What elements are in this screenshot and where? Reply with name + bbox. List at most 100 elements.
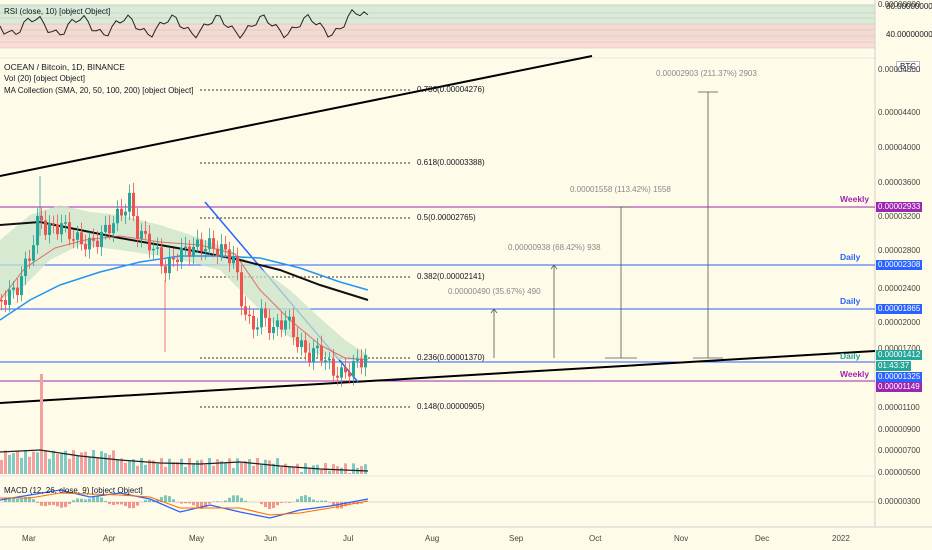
- volume-bar: [240, 462, 243, 474]
- time-axis-tick: Jul: [343, 534, 354, 543]
- volume-bar: [64, 450, 67, 474]
- macd-bar: [164, 495, 167, 502]
- volume-bar: [260, 464, 263, 474]
- candle-body: [360, 358, 363, 368]
- candle-body: [320, 345, 323, 361]
- volume-bar: [4, 450, 7, 474]
- fib-label: 0.382(0.00002141): [417, 272, 485, 281]
- volume-bar: [248, 459, 251, 474]
- upper-trendline[interactable]: [0, 55, 593, 177]
- volume-bar: [148, 459, 151, 474]
- macd-bar: [244, 500, 247, 502]
- macd-bar: [280, 502, 283, 503]
- macd-bar: [52, 502, 55, 505]
- macd-bar: [216, 501, 219, 502]
- candle-body: [60, 223, 63, 235]
- volume-bar: [232, 467, 235, 474]
- fib-label: 0.148(0.00000905): [417, 402, 485, 411]
- candle-body: [216, 248, 219, 256]
- volume-bar: [72, 450, 75, 474]
- time-axis-tick: Sep: [509, 534, 524, 543]
- volume-bar: [364, 464, 367, 474]
- volume-bar: [92, 450, 95, 474]
- price-axis-tick: 0.00001700: [878, 344, 921, 353]
- macd-bar: [72, 500, 75, 502]
- time-axis-tick: May: [189, 534, 205, 543]
- candle-body: [20, 276, 23, 296]
- volume-bar: [176, 461, 179, 474]
- volume-bar: [128, 461, 131, 474]
- time-axis-tick: Aug: [425, 534, 440, 543]
- volume-bar: [168, 458, 171, 474]
- volume-bar: [224, 462, 227, 474]
- candle-body: [80, 232, 83, 245]
- candle-body: [4, 300, 7, 305]
- candle-body: [308, 352, 311, 362]
- macd-bar: [272, 502, 275, 508]
- candle-body: [172, 257, 175, 260]
- sma-100-line: [0, 255, 369, 321]
- volume-bar: [28, 456, 31, 474]
- volume-bar: [212, 465, 215, 474]
- volume-bar: [236, 458, 239, 474]
- volume-bar: [40, 374, 43, 474]
- rsi-axis-label: 80.00000000: [886, 2, 932, 11]
- volume-bar: [272, 463, 275, 474]
- candle-body: [104, 224, 107, 233]
- candle-body: [220, 244, 223, 256]
- macd-bar: [240, 497, 243, 502]
- price-axis-tick: 0.00001100: [878, 403, 920, 412]
- candle-body: [356, 358, 359, 361]
- macd-bar: [148, 499, 151, 502]
- fib-label: 0.236(0.00001370): [417, 353, 485, 362]
- candle-body: [40, 215, 43, 221]
- candle-body: [0, 300, 3, 302]
- volume-bar: [352, 463, 355, 474]
- macd-bar: [276, 502, 279, 506]
- volume-bar: [184, 466, 187, 474]
- macd-line: [0, 489, 369, 519]
- macd-bar: [160, 497, 163, 502]
- candle-body: [268, 317, 271, 333]
- candle-body: [304, 340, 307, 353]
- price-axis-tick: 0.00000700: [878, 446, 921, 455]
- candle-body: [184, 246, 187, 249]
- macd-bar: [260, 502, 263, 505]
- volume-bar: [328, 470, 331, 474]
- time-axis-tick: Mar: [22, 534, 36, 543]
- macd-bar: [200, 502, 203, 509]
- volume-bar: [124, 462, 127, 474]
- volume-bar: [256, 458, 259, 474]
- candle-body: [256, 327, 259, 330]
- volume-bar: [88, 456, 91, 474]
- macd-bar: [104, 501, 107, 502]
- volume-bar: [52, 450, 55, 474]
- macd-bar: [224, 500, 227, 502]
- candle-body: [224, 244, 227, 250]
- macd-bar: [88, 498, 91, 502]
- candle-body: [208, 238, 211, 249]
- candle-body: [32, 245, 35, 261]
- candle-body: [156, 247, 159, 249]
- macd-bar: [196, 502, 199, 508]
- candle-body: [188, 246, 191, 257]
- volume-bar: [300, 471, 303, 474]
- volume-bar: [180, 458, 183, 474]
- lower-trendline[interactable]: [0, 350, 876, 404]
- candle-body: [44, 220, 47, 235]
- macd-bar: [32, 499, 35, 502]
- time-axis-tick: 2022: [832, 534, 850, 543]
- candle-body: [48, 223, 51, 235]
- macd-bar: [304, 495, 307, 502]
- macd-bar: [284, 502, 287, 503]
- candle-body: [168, 257, 171, 274]
- volume-bar: [80, 452, 83, 474]
- time-axis-tick: Apr: [103, 534, 116, 543]
- volume-bar: [252, 465, 255, 474]
- candle-body: [28, 258, 31, 261]
- macd-bar: [144, 499, 147, 502]
- currency-badge[interactable]: BTC: [896, 61, 920, 72]
- macd-bar: [204, 502, 207, 508]
